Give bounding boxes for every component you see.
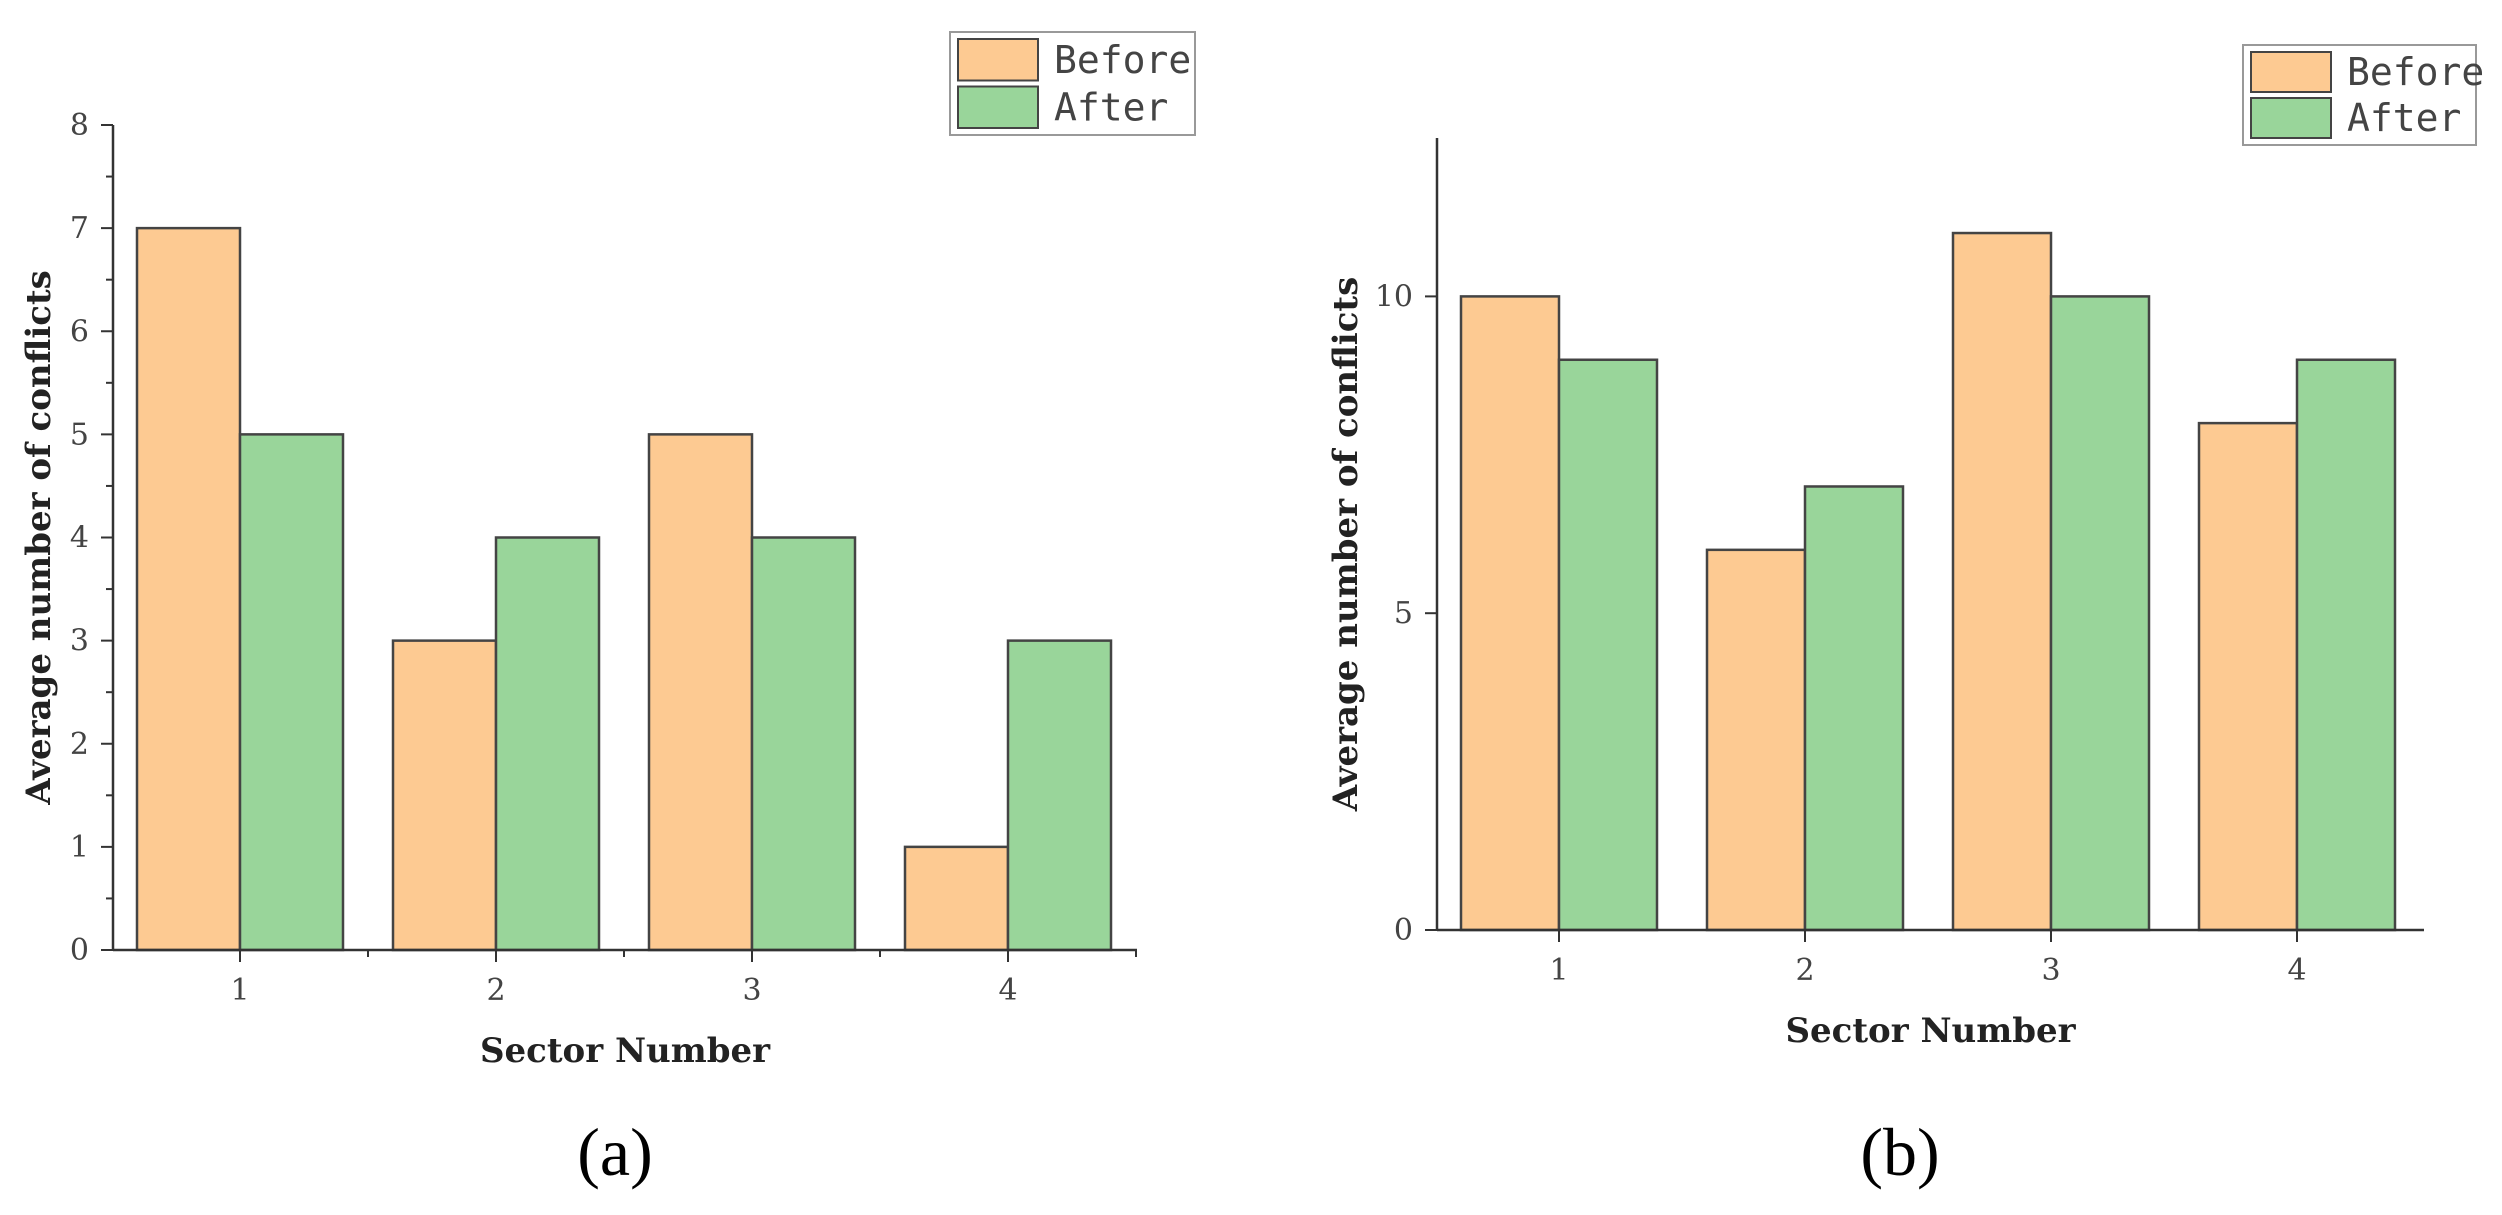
bar-after-sector-1-b <box>1557 358 1659 932</box>
x-tick-label-4-a: 4 <box>998 973 1017 1008</box>
bar-before-sector-4-b <box>2197 421 2299 932</box>
y-tick-label-0-a: 0 <box>70 933 89 968</box>
y-tick-label-5-b: 5 <box>1394 596 1413 631</box>
legend-swatch-after-b <box>2250 97 2332 139</box>
legend-swatch-before-a <box>957 38 1039 82</box>
legend-label-before-a: Before <box>1054 38 1191 82</box>
y-axis-title-a: Average number of conflicts <box>19 270 59 806</box>
y-tick-label-10-b: 10 <box>1375 279 1413 314</box>
x-tick-label-1-a: 1 <box>230 973 249 1008</box>
legend-label-after-b: After <box>2347 96 2461 140</box>
y-tick-label-3-a: 3 <box>70 624 89 659</box>
y-tick-label-2-a: 2 <box>70 727 89 762</box>
x-tick-label-4-b: 4 <box>2287 953 2306 988</box>
bar-before-sector-4-a <box>903 845 1010 952</box>
panel-label-a: (a) <box>577 1114 652 1190</box>
bar-after-sector-3-a <box>750 536 857 952</box>
x-tick-label-2-a: 2 <box>486 973 505 1008</box>
y-axis-title-b: Average number of conflicts <box>1326 277 1366 813</box>
bar-after-sector-4-b <box>2295 358 2397 932</box>
y-tick-label-7-a: 7 <box>70 211 89 246</box>
y-tick-label-0-b: 0 <box>1394 913 1413 948</box>
bar-after-sector-4-a <box>1006 639 1113 952</box>
y-tick-label-8-a: 8 <box>70 108 89 143</box>
bar-after-sector-2-b <box>1803 485 1905 932</box>
bar-before-sector-2-b <box>1705 548 1807 932</box>
bar-before-sector-3-a <box>647 433 754 952</box>
bar-after-sector-3-b <box>2049 295 2151 932</box>
y-tick-label-4-a: 4 <box>70 521 89 556</box>
legend-swatch-before-b <box>2250 51 2332 93</box>
x-axis-title-b: Sector Number <box>1785 1011 2076 1051</box>
x-tick-label-3-a: 3 <box>742 973 761 1008</box>
legend-label-after-a: After <box>1054 85 1168 129</box>
bar-after-sector-1-a <box>238 433 345 952</box>
x-tick-label-2-b: 2 <box>1795 953 1814 988</box>
x-tick-label-1-b: 1 <box>1549 953 1568 988</box>
chart-panel-a: 1 2 3 4 0 1 2 3 4 5 6 7 8 Sector Number Average number… <box>19 31 1196 1190</box>
chart-panel-b: 1 2 3 4 0 5 10 Sector Number Average number of c… <box>1326 44 2484 1190</box>
y-tick-label-6-a: 6 <box>70 314 89 349</box>
bar-before-sector-1-a <box>135 226 242 952</box>
bar-before-sector-2-a <box>391 639 498 952</box>
legend-swatch-after-a <box>957 85 1039 129</box>
bar-before-sector-3-b <box>1951 231 2053 932</box>
y-tick-label-5-a: 5 <box>70 417 89 452</box>
legend-label-before-b: Before <box>2347 50 2484 94</box>
x-tick-label-3-b: 3 <box>2041 953 2060 988</box>
y-tick-label-1-a: 1 <box>70 830 89 865</box>
panel-label-b: (b) <box>1860 1114 1939 1190</box>
bar-before-sector-1-b <box>1459 295 1561 932</box>
bar-after-sector-2-a <box>494 536 601 952</box>
x-axis-title-a: Sector Number <box>480 1031 771 1071</box>
